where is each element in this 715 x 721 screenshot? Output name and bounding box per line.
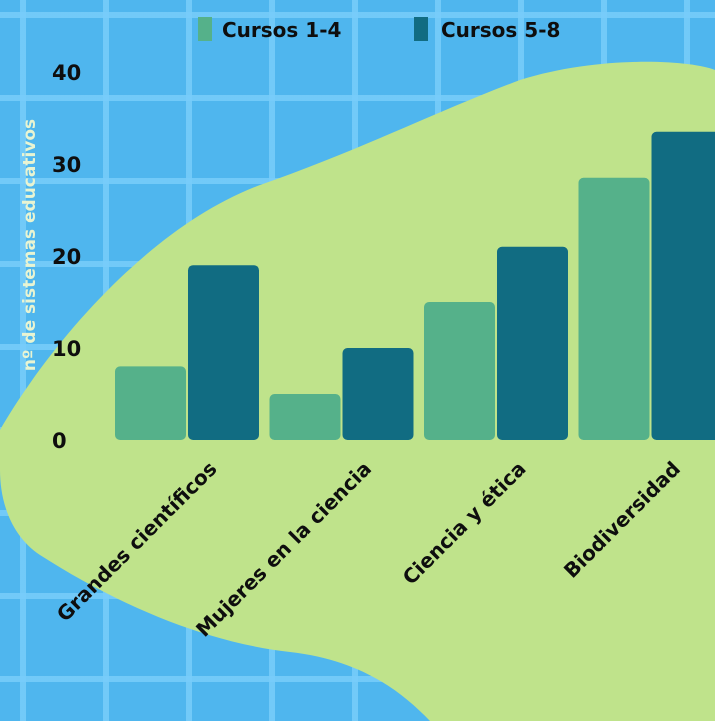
bar-series-1: [115, 366, 186, 440]
y-tick-label: 40: [52, 61, 81, 85]
legend-swatch-series-1: [198, 17, 212, 41]
legend-label-series-1: Cursos 1-4: [222, 18, 341, 42]
legend-label-series-2: Cursos 5-8: [441, 18, 560, 42]
y-axis-ticks: 0 10 20 30 40: [52, 61, 81, 453]
y-tick-label: 20: [52, 245, 81, 269]
bars: [115, 131, 715, 441]
y-tick-label: 30: [52, 153, 81, 177]
bar-series-2: [651, 131, 715, 440]
bar-series-1: [578, 177, 650, 441]
legend-swatch-series-2: [414, 17, 428, 41]
y-tick-label: 0: [52, 429, 67, 453]
bar-series-2: [342, 348, 414, 440]
bar-series-1: [269, 394, 341, 440]
y-axis-label: nº de sistemas educativos: [20, 119, 40, 371]
bar-series-2: [497, 246, 568, 440]
bar-series-1: [424, 302, 495, 440]
bar-series-2: [188, 265, 259, 440]
legend: Cursos 1-4 Cursos 5-8: [198, 17, 560, 42]
y-tick-label: 10: [52, 337, 81, 361]
